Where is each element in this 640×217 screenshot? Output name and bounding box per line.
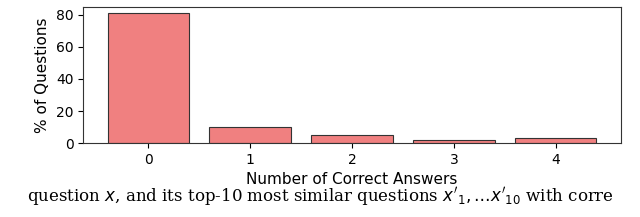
Y-axis label: % of Questions: % of Questions [35,17,51,133]
X-axis label: Number of Correct Answers: Number of Correct Answers [246,173,458,187]
Bar [209,127,291,143]
Bar [413,140,495,143]
Bar [311,135,393,143]
Bar [515,138,596,143]
Bar [108,13,189,143]
Text: question $x$, and its top-10 most similar questions $x'_1,\ldots x'_{10}$ with c: question $x$, and its top-10 most simila… [26,185,614,208]
